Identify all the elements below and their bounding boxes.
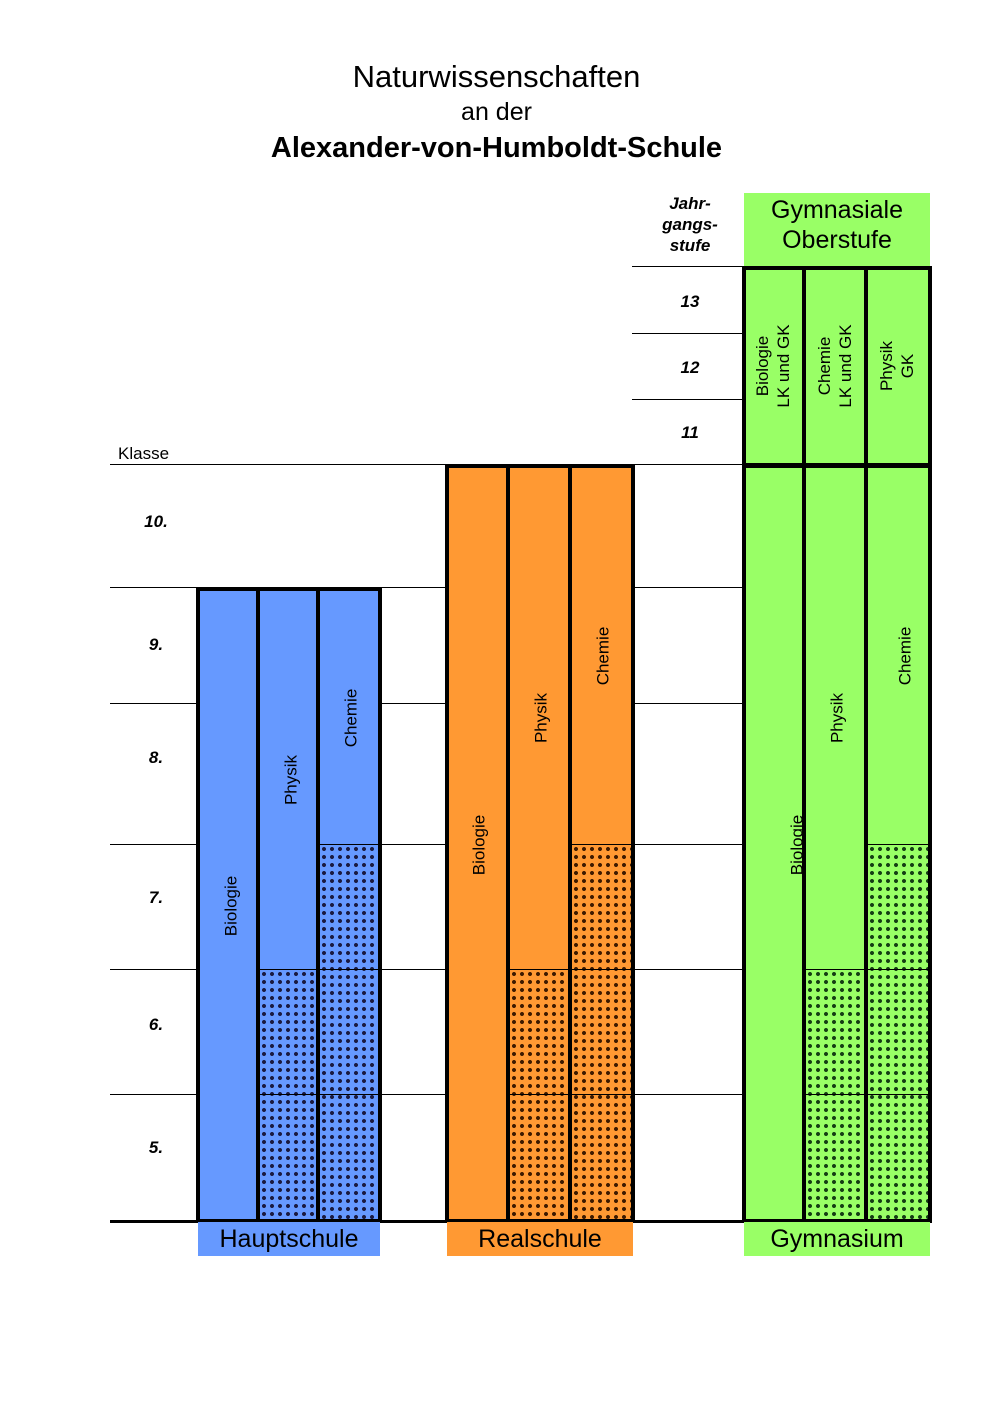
gymnasium-physik-integrated-bar (806, 970, 868, 1221)
realschule-grid-7-6 (510, 969, 633, 970)
hauptschule-chemie-integrated-bar (320, 845, 380, 1221)
grade-7: 7. (148, 888, 164, 907)
gymnasiale-oberstufe-header: Gymnasiale Oberstufe (744, 193, 930, 267)
hauptschule-label: Hauptschule (198, 1222, 380, 1256)
grade-11: 11 (681, 423, 699, 442)
oberstufe-chemie-kurs: LK und GK (836, 324, 855, 408)
grade-6: 6. (148, 1015, 164, 1034)
hauptschule-physik-label: Physik (281, 754, 301, 806)
realschule-chemie-label: Chemie (593, 626, 613, 686)
gymnasium-biologie-bar (744, 466, 806, 1221)
grade-9: 9. (148, 635, 164, 654)
gymnasium-chemie-bar (868, 466, 930, 845)
realschule-chemie-bar (572, 466, 633, 845)
klasse-label: Klasse (118, 444, 170, 463)
grade-12: 12 (680, 358, 700, 377)
oberstufe-physik-kurs: GK (898, 353, 917, 379)
hauptschule-chemie-label: Chemie (341, 688, 361, 748)
realschule-label: Realschule (447, 1222, 633, 1256)
title-line-3: Alexander-von-Humboldt-Schule (270, 132, 723, 164)
realschule-physik-label: Physik (531, 692, 551, 744)
grade-10: 10. (144, 512, 168, 531)
gymnasium-grid-8-7 (868, 844, 930, 845)
oberstufe-chemie-label: Chemie LK und GK (814, 324, 856, 407)
oberstufe-biologie-kurs: LK und GK (774, 324, 793, 408)
realschule-physik-bar (510, 466, 572, 970)
hauptschule-grid-8-7 (320, 844, 380, 845)
grade-13: 13 (680, 292, 700, 311)
oberstufe-physik-bar (868, 268, 930, 465)
jahr-line-1: Jahr- (669, 194, 711, 213)
realschule-biologie-bar (447, 466, 510, 1221)
hauptschule-chemie-bar (320, 589, 380, 845)
oberstufe-biologie-name: Biologie (753, 335, 772, 397)
gymnasium-chemie-label: Chemie (895, 626, 915, 686)
grade-8: 8. (148, 748, 164, 767)
oberstufe-chemie-bar (806, 268, 868, 465)
realschule-physik-integrated-bar (510, 970, 572, 1221)
jahr-line-3: stufe (669, 236, 711, 255)
oberstufe-title-line-1: Gymnasiale (771, 196, 903, 224)
gymnasium-physik-label: Physik (827, 692, 847, 744)
title-line-1: Naturwissenschaften (352, 59, 641, 94)
oberstufe-physik-name: Physik (877, 340, 896, 392)
gymnasium-biologie-label: Biologie (787, 814, 807, 876)
realschule-biologie-label: Biologie (469, 814, 489, 876)
hauptschule-biologie-bar (198, 589, 260, 1221)
hauptschule-physik-bar (260, 589, 320, 970)
gymnasium-label: Gymnasium (744, 1222, 930, 1256)
oberstufe-chemie-name: Chemie (815, 336, 834, 396)
gymnasium-chemie-integrated-bar (868, 845, 930, 1221)
grid-line-12-11 (632, 399, 744, 400)
hauptschule-physik-integrated-bar (260, 970, 320, 1221)
gymnasium-physik-bar (806, 466, 868, 970)
hauptschule-grid-7-6 (260, 969, 380, 970)
grade-5: 5. (148, 1138, 164, 1157)
oberstufe-biologie-label: Biologie LK und GK (752, 324, 794, 407)
oberstufe-title-line-2: Oberstufe (782, 226, 892, 254)
realschule-grid-6-5 (510, 1094, 633, 1095)
hauptschule-grid-6-5 (260, 1094, 380, 1095)
realschule-chemie-integrated-bar (572, 845, 633, 1221)
realschule-grid-8-7 (572, 844, 633, 845)
gymnasium-grid-6-5 (806, 1094, 930, 1095)
hauptschule-biologie-label: Biologie (221, 875, 241, 937)
grid-line-upper (632, 266, 744, 267)
diagram-title: Naturwissenschaften an der Alexander-von… (0, 58, 993, 168)
oberstufe-physik-label: Physik GK (876, 341, 918, 391)
grid-line-13-12 (632, 333, 744, 334)
gymnasium-grid-7-6 (806, 969, 930, 970)
jahrgangsstufe-label: Jahr- gangs- stufe (640, 193, 740, 256)
jahr-line-2: gangs- (662, 215, 718, 234)
oberstufe-biologie-bar (744, 268, 806, 465)
title-line-2: an der (461, 98, 532, 126)
